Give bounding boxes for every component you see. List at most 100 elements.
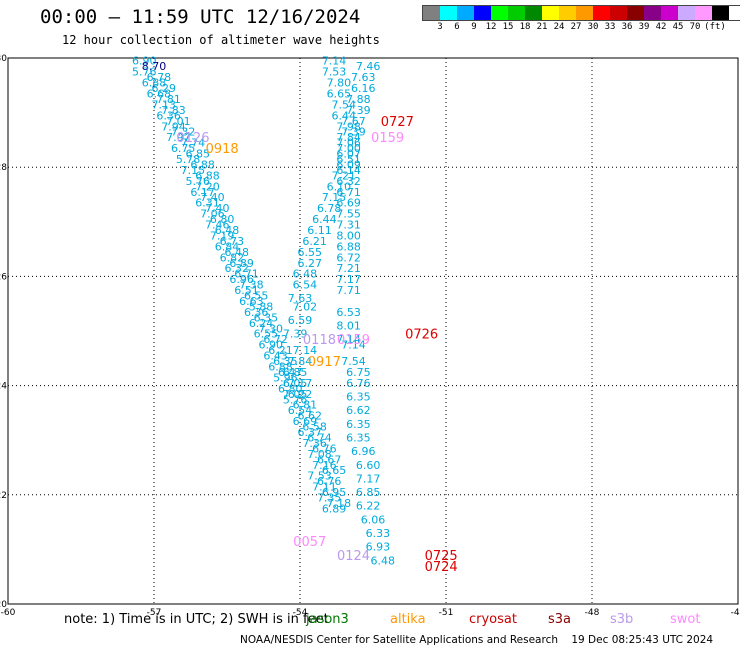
wave-height-label: 5.76 bbox=[283, 393, 308, 406]
wave-height-label: 6.93 bbox=[366, 541, 391, 554]
wave-height-label: 6.48 bbox=[370, 554, 395, 567]
wave-height-label: 7.83 bbox=[161, 104, 186, 117]
wave-height-label: 5.76 bbox=[132, 66, 157, 79]
color-scale-label: 9 bbox=[471, 22, 477, 32]
wave-height-label: 8.00 bbox=[336, 229, 361, 242]
wave-height-label: 7.14 bbox=[341, 339, 366, 352]
wave-height-label: 6.80 bbox=[210, 213, 235, 226]
wave-height-label: 6.55 bbox=[244, 290, 269, 303]
wave-height-label: 6.63 bbox=[239, 295, 264, 308]
wave-height-label: 6.95 bbox=[322, 486, 347, 499]
wave-height-label: 7.80 bbox=[327, 77, 352, 90]
wave-height-label: 6.62 bbox=[297, 410, 322, 423]
pass-time-label: 0159 bbox=[371, 131, 404, 146]
legend-item-swot: swot bbox=[670, 612, 701, 627]
wave-height-label: 6.07 bbox=[336, 148, 361, 161]
pass-time-label: 0057 bbox=[293, 535, 326, 550]
wave-height-label: 6.21 bbox=[268, 344, 293, 357]
wave-height-label: 7.53 bbox=[322, 66, 347, 79]
wave-height-label: 7.40 bbox=[200, 191, 225, 204]
wave-height-label: 7.17 bbox=[356, 472, 381, 485]
wave-height-label: 6.85 bbox=[186, 148, 211, 161]
wave-height-label: 7.88 bbox=[346, 93, 371, 106]
wave-height-label: 6.05 bbox=[283, 377, 308, 390]
color-scale-label: 30 bbox=[587, 22, 599, 32]
color-scale-label: 42 bbox=[655, 22, 667, 32]
plot-border bbox=[7, 57, 739, 605]
wave-height-label: 6.75 bbox=[171, 142, 196, 155]
wave-height-label: 6.14 bbox=[336, 164, 361, 177]
color-scale-label: 70 bbox=[689, 22, 701, 32]
wave-height-label: 6.37 bbox=[297, 426, 322, 439]
wave-height-label: 6.32 bbox=[336, 175, 361, 188]
wave-height-label: 6.54 bbox=[293, 279, 318, 292]
wave-height-label: 7.15 bbox=[181, 164, 206, 177]
wave-height-label: 7.17 bbox=[336, 273, 361, 286]
wave-height-label: 6.48 bbox=[293, 268, 318, 281]
wave-height-label: 7.18 bbox=[327, 497, 352, 510]
color-swatch bbox=[474, 6, 491, 20]
wave-height-label: 7.14 bbox=[336, 333, 361, 346]
wave-height-label: 6.96 bbox=[351, 445, 376, 458]
map-plot[interactable]: -60-57-54-51-48-453028262422206.908.705.… bbox=[0, 54, 740, 618]
wave-height-label: 5.88 bbox=[249, 300, 274, 313]
wave-height-label: 6.88 bbox=[190, 158, 215, 171]
wave-height-label: 7.55 bbox=[336, 208, 361, 221]
pass-time-label: 0724 bbox=[425, 560, 458, 575]
color-scale-label: 21 bbox=[536, 22, 548, 32]
wave-height-label: 6.10 bbox=[327, 180, 352, 193]
color-swatch bbox=[678, 6, 695, 20]
wave-height-label: 6.96 bbox=[229, 273, 254, 286]
note-text: note: 1) Time is in UTC; 2) SWH is in fe… bbox=[64, 612, 329, 627]
wave-height-label: 7.14 bbox=[322, 55, 347, 68]
color-scale-swatches bbox=[422, 5, 740, 21]
color-swatch bbox=[644, 6, 661, 20]
wave-height-label: 6.35 bbox=[254, 311, 279, 324]
pass-time-label: 0726 bbox=[405, 328, 438, 343]
pass-time-label: 0126 bbox=[176, 131, 209, 146]
wave-height-label: 6.17 bbox=[190, 186, 215, 199]
wave-height-label: 6.60 bbox=[356, 459, 381, 472]
wave-height-label: 7.13 bbox=[151, 98, 176, 111]
wave-height-label: 6.24 bbox=[249, 317, 274, 330]
legend-item-altika: altika bbox=[390, 612, 426, 627]
color-swatch bbox=[508, 6, 525, 20]
wave-height-label: 6.68 bbox=[147, 87, 172, 100]
wave-height-label: 6.80 bbox=[278, 382, 303, 395]
wave-height-label: 6.88 bbox=[268, 360, 293, 373]
pass-time-label: 0124 bbox=[337, 549, 370, 564]
wave-height-label: 8.01 bbox=[336, 320, 361, 333]
map-canvas[interactable]: -60-57-54-51-48-453028262422206.908.705.… bbox=[0, 54, 740, 618]
wave-height-label: 6.88 bbox=[336, 240, 361, 253]
wave-height-label: 7.71 bbox=[336, 284, 361, 297]
wave-height-label: 7.06 bbox=[336, 137, 361, 150]
y-tick-label: 28 bbox=[0, 163, 7, 173]
color-swatch bbox=[457, 6, 474, 20]
wave-height-label: 6.35 bbox=[346, 391, 371, 404]
wave-height-label: 7.19 bbox=[210, 229, 235, 242]
wave-height-label: 6.11 bbox=[307, 224, 332, 237]
wave-height-label: 6.62 bbox=[346, 404, 371, 417]
color-scale-label: 3 bbox=[437, 22, 443, 32]
wave-height-label: 7.21 bbox=[336, 262, 361, 275]
legend-item-s3a: s3a bbox=[548, 612, 572, 627]
y-tick-label: 22 bbox=[0, 491, 7, 501]
wave-height-label: 7.40 bbox=[205, 202, 230, 215]
color-swatch bbox=[491, 6, 508, 20]
x-tick-label: -54 bbox=[293, 608, 308, 618]
wave-height-label: 6.44 bbox=[312, 213, 337, 226]
wave-height-label: 6.47 bbox=[278, 366, 303, 379]
wave-height-label: 6.72 bbox=[336, 251, 361, 264]
color-swatch bbox=[440, 6, 457, 20]
x-tick-label: -48 bbox=[585, 608, 600, 618]
color-scale-label: 6 bbox=[454, 22, 460, 32]
color-scale-label: 12 bbox=[485, 22, 497, 32]
wave-height-label: 7.32 bbox=[171, 126, 196, 139]
wave-height-label: 6.71 bbox=[336, 186, 361, 199]
wave-height-label: 6.76 bbox=[317, 475, 342, 488]
wave-height-label: 6.72 bbox=[263, 333, 288, 346]
wave-height-label: 5.96 bbox=[273, 371, 298, 384]
wave-height-label: 6.51 bbox=[234, 284, 259, 297]
wave-height-label: 7.39 bbox=[346, 104, 371, 117]
color-scale-label: 36 bbox=[621, 22, 633, 32]
